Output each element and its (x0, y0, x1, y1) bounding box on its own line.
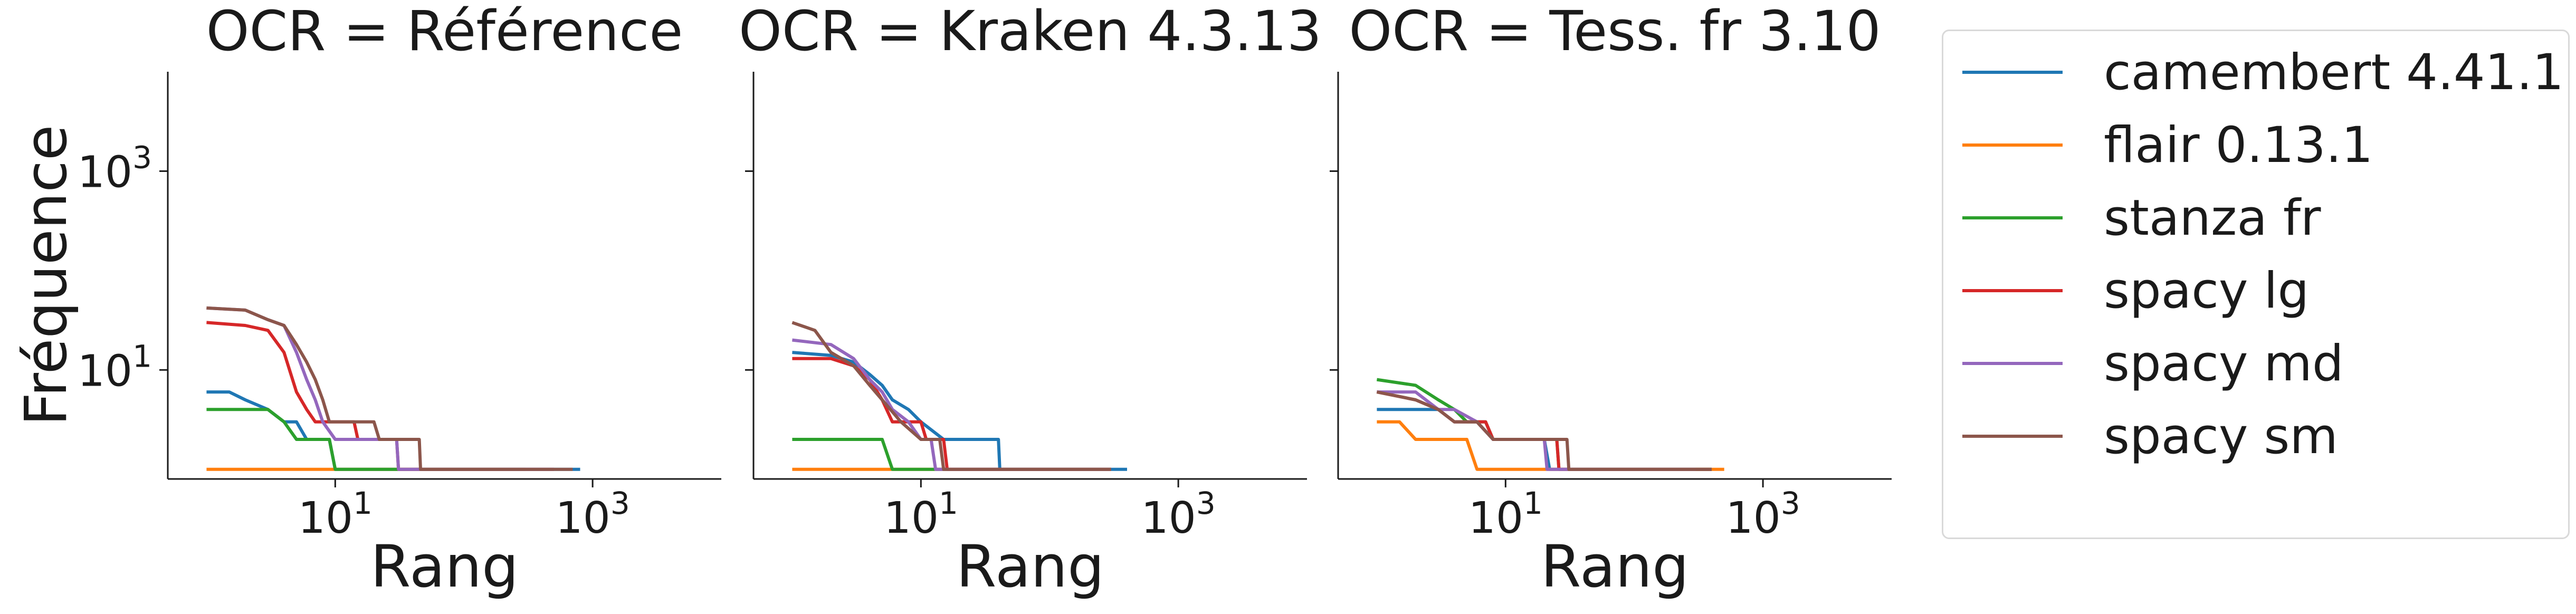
x-axis-label: Rang (956, 533, 1104, 600)
legend-swatch (1962, 435, 2063, 438)
panel-title: OCR = Tess. fr 3.10 (1349, 0, 1881, 63)
series-line (206, 321, 554, 471)
chart-legend: camembert 4.41.1 flair 0.13.1 stanza fr … (1942, 30, 2570, 539)
y-axis-label: Fréquence (12, 125, 80, 426)
legend-swatch (1962, 143, 2063, 147)
x-tick-label: 101 (1468, 485, 1543, 543)
x-axis-label: Rang (1541, 533, 1689, 600)
series-line (206, 306, 573, 471)
x-tick-label: 103 (1141, 485, 1215, 543)
legend-item: spacy md (1962, 332, 2344, 395)
series-line (1376, 390, 1712, 471)
panel-title: OCR = Référence (206, 0, 683, 63)
legend-item: camembert 4.41.1 (1962, 41, 2564, 104)
legend-swatch (1962, 362, 2063, 365)
legend-label: spacy md (2104, 334, 2344, 392)
x-tick-label: 101 (884, 485, 958, 543)
legend-item: stanza fr (1962, 186, 2321, 250)
legend-swatch (1962, 289, 2063, 292)
legend-swatch (1962, 71, 2063, 74)
legend-item: flair 0.13.1 (1962, 113, 2373, 177)
legend-label: spacy lg (2104, 262, 2310, 320)
legend-item: spacy sm (1962, 405, 2338, 468)
x-axis-label: Rang (370, 533, 519, 600)
series-line (791, 321, 1111, 471)
legend-swatch (1962, 216, 2063, 219)
x-tick-label: 101 (298, 485, 373, 543)
series-line (792, 438, 1111, 471)
legend-label: flair 0.13.1 (2104, 116, 2373, 174)
y-tick-label: 103 (78, 139, 152, 197)
series-line (206, 390, 580, 471)
x-tick-label: 103 (555, 485, 629, 543)
series-line (206, 306, 554, 471)
series-line (792, 357, 1111, 471)
legend-label: stanza fr (2104, 189, 2321, 247)
y-tick-label: 101 (78, 338, 152, 396)
legend-item: spacy lg (1962, 259, 2309, 322)
series-line (792, 351, 1127, 471)
legend-label: camembert 4.41.1 (2104, 43, 2564, 101)
series-line (206, 408, 526, 471)
legend-label: spacy sm (2104, 407, 2338, 465)
panel-title: OCR = Kraken 4.3.13 (739, 0, 1322, 63)
series-line (1377, 420, 1724, 471)
x-tick-label: 103 (1725, 485, 1800, 543)
